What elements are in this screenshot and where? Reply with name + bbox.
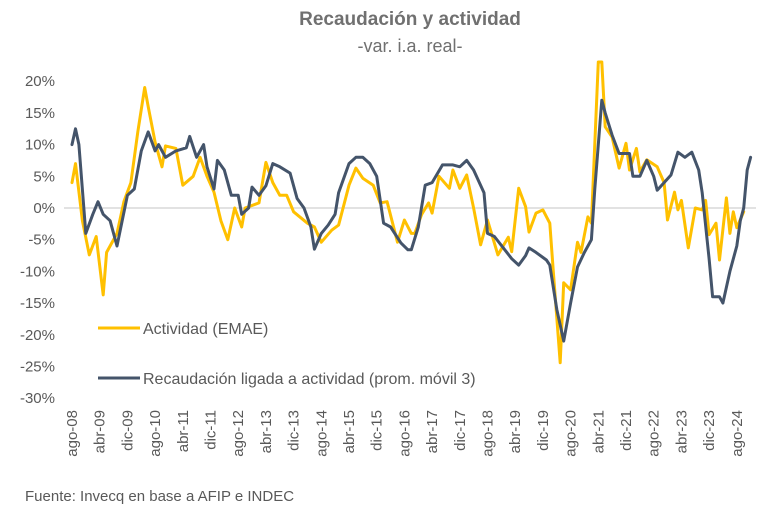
x-tick-label: dic-13 [286, 410, 303, 451]
x-tick-label: ago-14 [313, 410, 330, 457]
x-tick-label: abr-21 [590, 410, 607, 453]
x-tick-label: dic-11 [203, 410, 220, 450]
x-tick-label: abr-17 [424, 410, 441, 453]
series-line-actividad [70, 60, 746, 365]
chart-subtitle: -var. i.a. real- [357, 36, 462, 56]
x-tick-label: dic-17 [452, 410, 469, 451]
x-tick-label: ago-22 [646, 410, 663, 457]
y-tick-label: -15% [20, 295, 55, 312]
x-tick-label: ago-24 [729, 410, 746, 457]
x-tick-label: abr-23 [673, 410, 690, 453]
x-tick-label: dic-15 [369, 410, 386, 451]
x-tick-label: dic-21 [618, 410, 635, 451]
x-tick-label: ago-18 [480, 410, 497, 457]
x-tick-label: abr-15 [341, 410, 358, 453]
x-tick-label: dic-09 [119, 410, 136, 451]
x-tick-label: ago-10 [147, 410, 164, 457]
y-tick-label: -20% [20, 327, 55, 344]
y-tick-label: -25% [20, 359, 55, 376]
y-tick-label: -5% [28, 232, 55, 249]
series-group [70, 60, 753, 365]
x-tick-label: abr-09 [92, 410, 109, 453]
y-tick-label: 10% [25, 137, 55, 154]
legend-label-recaudacion: Recaudación ligada a actividad (prom. mó… [143, 371, 476, 388]
series-line-recaudacion [70, 98, 753, 343]
y-tick-label: 0% [33, 200, 55, 217]
y-axis: 20% 15% 10% 5% 0% -5% -10% -15% -20% -25% -30% [20, 73, 55, 407]
x-tick-label: abr-19 [507, 410, 524, 453]
x-tick-label: dic-23 [701, 410, 718, 451]
y-tick-label: 20% [25, 73, 55, 90]
y-tick-label: -10% [20, 263, 55, 280]
x-tick-label: abr-11 [175, 410, 192, 452]
x-axis: ago-08 abr-09 dic-09 ago-10 abr-11 dic-11 ago-… [64, 410, 746, 457]
x-tick-label: ago-16 [396, 410, 413, 457]
y-tick-label: 5% [33, 168, 55, 185]
y-tick-label: 15% [25, 105, 55, 122]
legend-label-actividad: Actividad (EMAE) [143, 321, 268, 338]
chart-title: Recaudación y actividad [299, 9, 521, 30]
x-tick-label: dic-19 [535, 410, 552, 451]
x-tick-label: ago-12 [230, 410, 247, 457]
x-tick-label: ago-08 [64, 410, 81, 457]
y-tick-label: -30% [20, 390, 55, 407]
x-tick-label: abr-13 [258, 410, 275, 453]
source-note: Fuente: Invecq en base a AFIP e INDEC [25, 488, 294, 505]
legend: Actividad (EMAE) Recaudación ligada a ac… [98, 321, 476, 388]
x-tick-label: ago-20 [563, 410, 580, 457]
